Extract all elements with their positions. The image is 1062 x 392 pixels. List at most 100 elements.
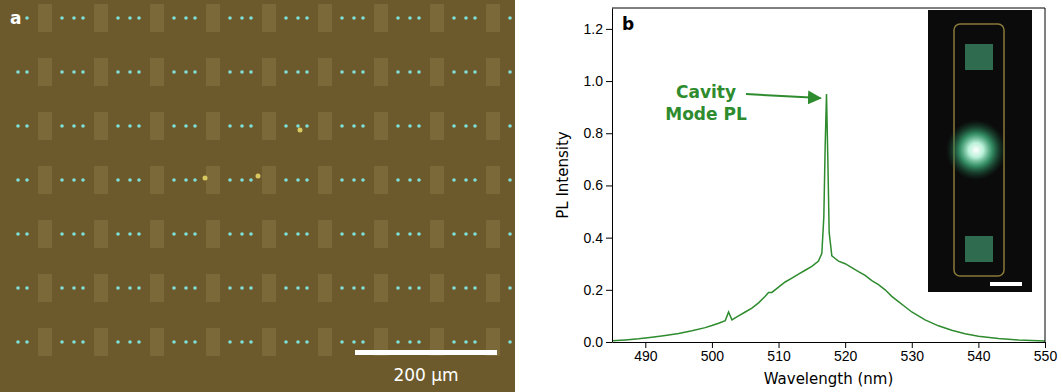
device-dot xyxy=(172,70,176,74)
device-dot xyxy=(352,70,356,74)
image-panel: a200 µm xyxy=(0,0,515,392)
device-dot xyxy=(408,232,412,236)
device-dot xyxy=(464,232,468,236)
device-dot xyxy=(508,70,512,74)
device-dot xyxy=(25,16,29,20)
device-dot xyxy=(508,16,512,20)
device-dot xyxy=(396,232,400,236)
device-label-block xyxy=(430,4,444,32)
device-label-block xyxy=(206,4,220,32)
device-dot xyxy=(240,70,244,74)
device-label-block xyxy=(486,274,500,302)
device-dot xyxy=(305,124,309,128)
device-dot xyxy=(193,286,197,290)
device-dot xyxy=(81,124,85,128)
device-dot xyxy=(417,232,421,236)
device-dot xyxy=(305,178,309,182)
x-tick: 550 xyxy=(1034,342,1058,364)
device-label-block xyxy=(150,166,164,194)
figure: a200 µm4905005105205305405500.00.20.40.6… xyxy=(0,0,1062,392)
device-dot xyxy=(296,232,300,236)
device-dot xyxy=(116,232,120,236)
device-dot xyxy=(396,124,400,128)
device-label-block xyxy=(38,112,52,140)
device-dot xyxy=(464,124,468,128)
chart-panel: 4905005105205305405500.00.20.40.60.81.01… xyxy=(554,8,1057,388)
device-dot xyxy=(296,178,300,182)
device-dot xyxy=(116,124,120,128)
device-label-block xyxy=(94,4,108,32)
annotation-arrow xyxy=(746,94,821,98)
annotation: CavityMode PL xyxy=(665,82,747,124)
device-dot xyxy=(340,16,344,20)
device-dot xyxy=(473,286,477,290)
device-dot xyxy=(193,70,197,74)
y-tick-label: 0.0 xyxy=(584,334,604,350)
device-label-block xyxy=(262,166,276,194)
device-dot xyxy=(172,124,176,128)
device-label-block xyxy=(374,220,388,248)
device-dot xyxy=(60,232,64,236)
device-dot xyxy=(193,124,197,128)
y-axis: 0.00.20.40.60.81.01.2 xyxy=(584,9,613,350)
device-label-block xyxy=(262,328,276,356)
device-dot xyxy=(16,70,20,74)
device-dot xyxy=(452,286,456,290)
device-dot xyxy=(60,286,64,290)
device-dot xyxy=(16,178,20,182)
x-tick: 500 xyxy=(701,342,725,364)
device-dot xyxy=(284,16,288,20)
device-dot xyxy=(249,340,253,344)
device-dot xyxy=(60,178,64,182)
device-label-block xyxy=(374,58,388,86)
device-label-block xyxy=(38,274,52,302)
y-tick: 1.2 xyxy=(584,21,612,37)
device-label-block xyxy=(150,112,164,140)
image-background xyxy=(0,0,515,392)
y-tick-label: 0.6 xyxy=(584,177,604,193)
device-label-block xyxy=(38,58,52,86)
x-axis-title: Wavelength (nm) xyxy=(764,370,894,388)
y-tick-mark xyxy=(606,238,612,239)
device-dot xyxy=(464,16,468,20)
x-tick: 490 xyxy=(634,342,658,364)
y-tick-mark xyxy=(606,290,612,291)
device-dot xyxy=(128,286,132,290)
device-dot xyxy=(172,178,176,182)
device-label-block xyxy=(486,112,500,140)
device-dot xyxy=(240,286,244,290)
device-dot xyxy=(352,286,356,290)
device-dot xyxy=(417,340,421,344)
device-dot xyxy=(172,286,176,290)
scale-bar xyxy=(355,350,497,355)
y-tick-label: 0.4 xyxy=(584,230,604,246)
y-tick-label: 1.0 xyxy=(584,73,604,89)
device-label-block xyxy=(374,166,388,194)
device-dot xyxy=(72,340,76,344)
device-label-block xyxy=(486,220,500,248)
device-dot xyxy=(228,286,232,290)
device-label-block xyxy=(430,220,444,248)
device-label-block xyxy=(262,220,276,248)
device-dot xyxy=(184,16,188,20)
device-dot xyxy=(240,232,244,236)
device-dot xyxy=(417,16,421,20)
device-dot xyxy=(361,16,365,20)
device-dot xyxy=(184,70,188,74)
y-tick: 0.8 xyxy=(584,125,612,141)
device-dot xyxy=(296,70,300,74)
x-tick-label: 490 xyxy=(634,348,658,364)
device-dot xyxy=(249,70,253,74)
x-tick-label: 520 xyxy=(834,348,858,364)
y-tick-mark xyxy=(606,133,612,134)
device-dot xyxy=(408,16,412,20)
device-dot xyxy=(116,340,120,344)
device-label-block xyxy=(486,4,500,32)
device-label-block xyxy=(430,166,444,194)
x-axis-line xyxy=(613,342,1046,343)
y-tick: 0.0 xyxy=(584,334,612,350)
device-dot xyxy=(137,232,141,236)
frame-right xyxy=(1045,8,1046,342)
device-dot xyxy=(408,340,412,344)
device-dot xyxy=(452,16,456,20)
